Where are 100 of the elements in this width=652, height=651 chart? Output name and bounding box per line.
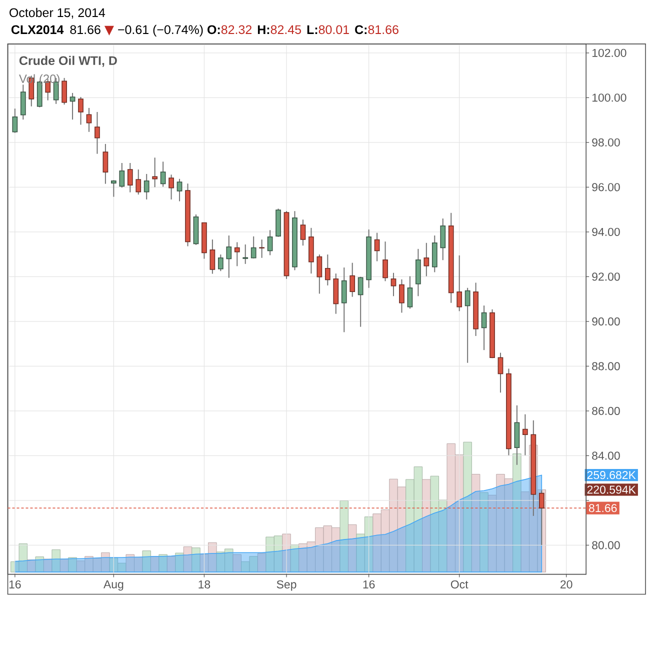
bar xyxy=(175,552,184,572)
ref-line-label: 81.66 xyxy=(588,504,617,512)
x-tick-label: Sep xyxy=(276,580,296,591)
candlestick xyxy=(481,304,487,350)
x-tick-label: 16 xyxy=(363,580,375,588)
bar xyxy=(290,544,300,572)
text: L: xyxy=(307,25,318,34)
text: October 15, 2014 xyxy=(10,8,106,18)
candlestick xyxy=(102,143,108,184)
candlestick xyxy=(176,178,182,202)
candlestick xyxy=(86,107,92,132)
text: Crude Oil WTI, D xyxy=(19,56,117,67)
candlestick xyxy=(152,157,158,188)
x-tick-label: 16 xyxy=(9,580,21,588)
bar xyxy=(471,474,480,572)
bar xyxy=(27,559,36,572)
text: 82.32 xyxy=(221,25,252,34)
x-tick-label: Oct xyxy=(450,580,468,588)
text: 81.66 xyxy=(368,25,398,34)
candlestick xyxy=(399,278,404,314)
y-tick-label: 84.00 xyxy=(592,452,620,460)
candlestick xyxy=(440,218,446,261)
candlestick xyxy=(382,240,388,282)
candlestick xyxy=(341,266,347,333)
candlestick xyxy=(144,173,150,200)
bar xyxy=(150,556,160,572)
bar xyxy=(257,553,266,572)
candlestick xyxy=(498,352,504,393)
y2-tick-label: 220.594K xyxy=(587,486,636,494)
bar xyxy=(463,442,472,572)
candlestick xyxy=(522,414,528,456)
candlestick xyxy=(136,168,142,195)
y-tick-label: 86.00 xyxy=(592,406,620,415)
candlestick xyxy=(259,238,264,258)
text: 82.45 xyxy=(270,25,302,34)
candlestick xyxy=(226,234,232,278)
bar xyxy=(340,500,348,572)
bar xyxy=(232,554,242,572)
x-tick-label: Aug xyxy=(103,580,124,591)
candlestick xyxy=(267,230,273,256)
bar xyxy=(422,479,431,572)
bar xyxy=(183,546,192,572)
text: 80.01 xyxy=(318,25,349,34)
bar xyxy=(512,453,522,572)
text: 81.66 xyxy=(70,25,100,34)
text: CLX2014 xyxy=(11,25,64,34)
candlestick xyxy=(432,234,438,273)
y-tick-label: 94.00 xyxy=(592,228,620,236)
candlestick xyxy=(119,162,125,188)
candlestick xyxy=(218,254,224,272)
y-tick-label: 102.00 xyxy=(592,48,626,57)
candlestick xyxy=(78,96,84,126)
bar xyxy=(480,492,488,572)
y-tick-label: 80.00 xyxy=(592,541,620,550)
bar xyxy=(52,549,60,572)
candlestick xyxy=(464,287,470,364)
candlestick xyxy=(416,248,421,297)
bar xyxy=(35,556,44,572)
bar xyxy=(68,557,77,572)
candlestick xyxy=(12,108,18,134)
candlestick xyxy=(111,180,116,198)
candlestick xyxy=(94,111,100,154)
candlestick xyxy=(350,262,356,298)
bar xyxy=(348,524,357,572)
y2-tick-label: 259.682K xyxy=(587,470,636,480)
candlestick xyxy=(316,254,322,294)
bar xyxy=(192,547,200,572)
text: H: xyxy=(258,25,270,34)
candlestick xyxy=(456,254,462,312)
candlestick xyxy=(168,174,174,200)
bar xyxy=(142,550,151,572)
bar xyxy=(43,558,52,572)
y-tick-label: 98.00 xyxy=(592,138,620,146)
text: −0.61 (−0.74%) xyxy=(118,24,203,36)
candlestick xyxy=(300,219,306,246)
text: ▼ xyxy=(104,26,114,36)
x-tick-label: 18 xyxy=(198,580,210,588)
y-tick-label: 96.00 xyxy=(592,182,620,192)
bar xyxy=(60,558,69,572)
y-tick-label: 100.00 xyxy=(592,93,626,102)
candlestick xyxy=(70,92,76,120)
candlestick xyxy=(358,276,364,328)
candlestick xyxy=(324,254,330,286)
candlestick xyxy=(250,236,256,259)
text: C: xyxy=(355,25,367,34)
candlestick xyxy=(234,242,240,267)
candlestick xyxy=(20,84,26,120)
bar xyxy=(158,554,168,572)
text: O: xyxy=(208,25,220,34)
candlestick xyxy=(374,232,380,262)
y-tick-label: 88.00 xyxy=(592,362,620,370)
candlestick xyxy=(407,276,413,310)
candlestick xyxy=(127,162,133,193)
candlestick xyxy=(242,244,248,264)
x-tick-label: 20 xyxy=(560,580,572,588)
candlestick xyxy=(160,161,166,188)
candlestick xyxy=(390,272,396,297)
y-tick-label: 90.00 xyxy=(592,317,620,326)
candlestick xyxy=(62,77,67,105)
y-tick-label: 92.00 xyxy=(592,272,620,281)
